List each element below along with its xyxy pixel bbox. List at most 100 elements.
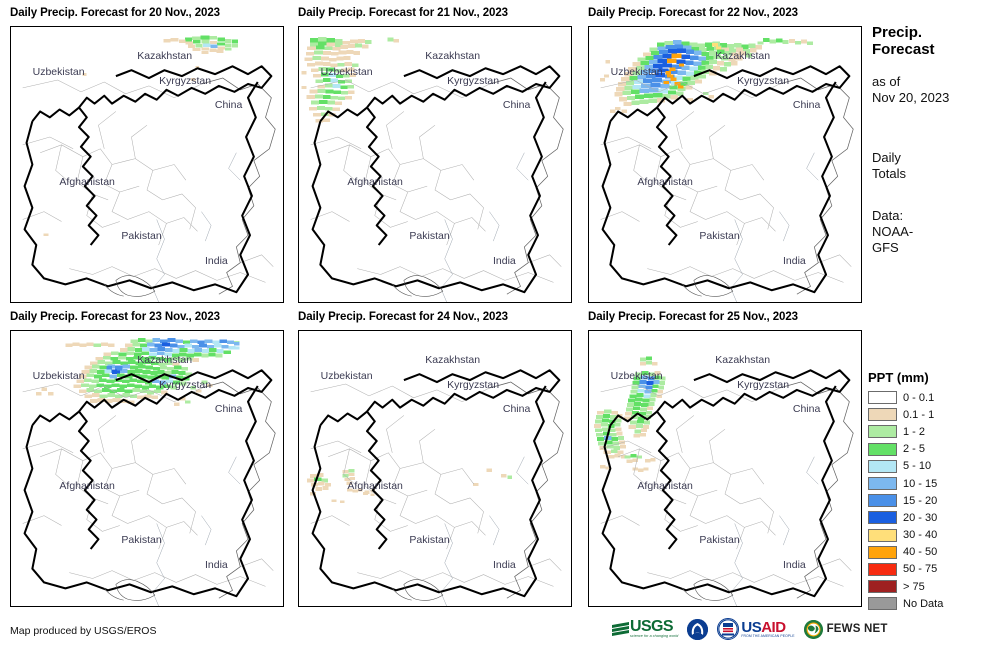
forecast-title: Precip. Forecast — [872, 24, 980, 58]
panel-title-2: Daily Precip. Forecast for 21 Nov., 2023 — [298, 7, 508, 19]
usaid-seal-icon — [717, 618, 740, 640]
map-6[interactable]: Kazakhstan Uzbekistan Kyrgyzstan China Afgha… — [588, 330, 862, 607]
legend-label-2: 1 - 2 — [903, 425, 926, 438]
legend-swatch-10 — [868, 562, 897, 576]
map-canvas-4 — [11, 331, 283, 606]
legend-label-6: 15 - 20 — [903, 494, 938, 507]
country-label-india: India — [204, 254, 228, 267]
country-label-china: China — [792, 403, 821, 416]
noaa-seal-icon — [687, 618, 709, 640]
country-label-kyrgyzstan: Kyrgyzstan — [737, 378, 790, 391]
legend-row-3: 2 - 5 — [868, 441, 983, 458]
legend-label-1: 0.1 - 1 — [903, 408, 935, 421]
country-label-india: India — [204, 558, 228, 571]
country-label-afghanistan: Afghanistan — [637, 480, 693, 493]
country-label-uzbekistan: Uzbekistan — [610, 370, 663, 383]
legend-swatch-11 — [868, 580, 897, 594]
legend-row-11: > 75 — [868, 578, 983, 595]
legend-swatch-0 — [868, 391, 897, 405]
country-label-afghanistan: Afghanistan — [347, 176, 403, 189]
country-label-pakistan: Pakistan — [121, 230, 162, 242]
panel-title-3: Daily Precip. Forecast for 22 Nov., 2023 — [588, 7, 798, 19]
basemap-lines-2 — [310, 65, 564, 302]
map-1[interactable]: Kazakhstan Uzbekistan Kyrgyzstan China Afgha… — [10, 26, 284, 303]
as-of-date: Nov 20, 2023 — [872, 90, 950, 105]
legend-row-10: 50 - 75 — [868, 561, 983, 578]
country-label-uzbekistan: Uzbekistan — [320, 66, 373, 79]
country-label-kyrgyzstan: Kyrgyzstan — [447, 378, 500, 391]
panel-title-6: Daily Precip. Forecast for 25 Nov., 2023 — [588, 311, 798, 323]
country-label-kazakhstan: Kazakhstan — [425, 353, 481, 366]
usaid-logo-subtext: FROM THE AMERICAN PEOPLE — [741, 633, 795, 638]
data-source-block: Data: NOAA- GFS — [872, 208, 980, 256]
country-label-kyrgyzstan: Kyrgyzstan — [737, 74, 790, 87]
basemap-lines-6 — [600, 369, 854, 606]
legend-row-12: No Data — [868, 595, 983, 612]
map-credit: Map produced by USGS/EROS — [10, 625, 157, 637]
data-source-label: Data: — [872, 208, 904, 223]
forecast-title-line2: Forecast — [872, 41, 935, 58]
country-label-uzbekistan: Uzbekistan — [32, 66, 85, 79]
map-canvas-2 — [299, 27, 571, 302]
country-label-uzbekistan: Uzbekistan — [32, 370, 85, 383]
panel-title-4: Daily Precip. Forecast for 23 Nov., 2023 — [10, 311, 220, 323]
forecast-title-line1: Precip. — [872, 24, 923, 41]
country-label-pakistan: Pakistan — [409, 230, 450, 242]
legend-label-12: No Data — [903, 597, 944, 610]
legend-label-9: 40 - 50 — [903, 546, 938, 559]
legend-swatch-3 — [868, 442, 897, 456]
country-label-china: China — [502, 403, 531, 416]
usgs-logo: USGS science for a changing world — [612, 619, 678, 638]
basemap-lines-5 — [310, 369, 564, 606]
country-label-kyrgyzstan: Kyrgyzstan — [159, 74, 212, 87]
noaa-logo — [687, 618, 709, 640]
country-label-kazakhstan: Kazakhstan — [137, 353, 193, 366]
forecast-panel-6: Daily Precip. Forecast for 25 Nov., 2023 — [588, 311, 798, 324]
forecast-panel-2: Daily Precip. Forecast for 21 Nov., 2023 — [298, 7, 508, 20]
country-label-kazakhstan: Kazakhstan — [715, 49, 771, 62]
data-source-name2: GFS — [872, 240, 899, 255]
as-of-label: as of — [872, 74, 901, 89]
basemap-lines-1 — [22, 65, 276, 302]
country-label-pakistan: Pakistan — [699, 534, 740, 546]
legend-swatch-4 — [868, 459, 897, 473]
country-label-afghanistan: Afghanistan — [59, 176, 115, 189]
country-label-afghanistan: Afghanistan — [637, 176, 693, 189]
usaid-logo: USAID FROM THE AMERICAN PEOPLE — [717, 618, 794, 640]
country-label-kyrgyzstan: Kyrgyzstan — [159, 378, 212, 391]
noaa-bird-icon — [687, 618, 709, 640]
country-label-china: China — [502, 99, 531, 112]
legend-label-5: 10 - 15 — [903, 477, 938, 490]
as-of-block: as of Nov 20, 2023 — [872, 74, 980, 106]
country-label-afghanistan: Afghanistan — [59, 480, 115, 493]
country-label-pakistan: Pakistan — [409, 534, 450, 546]
panel-title-1: Daily Precip. Forecast for 20 Nov., 2023 — [10, 7, 220, 19]
precip-raster-3 — [599, 38, 814, 113]
totals-line1: Daily — [872, 150, 901, 165]
country-label-uzbekistan: Uzbekistan — [610, 66, 663, 79]
map-5[interactable]: Kazakhstan Uzbekistan Kyrgyzstan China Afgha… — [298, 330, 572, 607]
legend-row-1: 0.1 - 1 — [868, 406, 983, 423]
legend-swatch-8 — [868, 528, 897, 542]
legend-title: PPT (mm) — [868, 370, 929, 385]
fews-net-text: FEWS NET — [826, 623, 888, 635]
fews-net-logo: FEWS NET — [803, 619, 888, 639]
map-4[interactable]: Kazakhstan Uzbekistan Kyrgyzstan China Afgha… — [10, 330, 284, 607]
forecast-panel-5: Daily Precip. Forecast for 24 Nov., 2023 — [298, 311, 508, 324]
legend-row-7: 20 - 30 — [868, 509, 983, 526]
country-label-kazakhstan: Kazakhstan — [425, 49, 481, 62]
country-label-kyrgyzstan: Kyrgyzstan — [447, 74, 500, 87]
map-3[interactable]: Kazakhstan Uzbekistan Kyrgyzstan China Afgha… — [588, 26, 862, 303]
legend-swatch-6 — [868, 494, 897, 508]
precip-raster-1 — [43, 35, 238, 236]
country-label-afghanistan: Afghanistan — [347, 480, 403, 493]
fews-globe-icon — [803, 619, 823, 639]
legend-row-6: 15 - 20 — [868, 492, 983, 509]
map-2[interactable]: Kazakhstan Uzbekistan Kyrgyzstan China Afgha… — [298, 26, 572, 303]
usaid-logo-text: USAID — [741, 618, 786, 636]
country-label-kazakhstan: Kazakhstan — [715, 353, 771, 366]
country-label-india: India — [492, 558, 516, 571]
forecast-panel-1: Daily Precip. Forecast for 20 Nov., 2023 — [10, 7, 220, 20]
country-label-china: China — [792, 99, 821, 112]
legend-label-4: 5 - 10 — [903, 460, 932, 473]
